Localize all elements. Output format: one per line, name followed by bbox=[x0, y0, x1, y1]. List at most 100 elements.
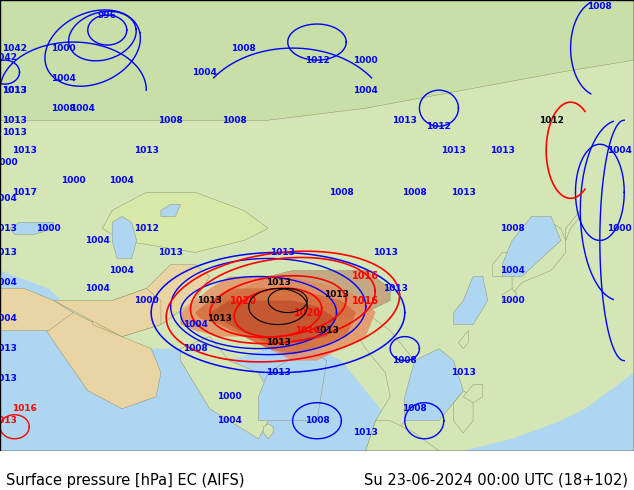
Text: 1012: 1012 bbox=[304, 55, 330, 65]
Text: 1008: 1008 bbox=[304, 416, 330, 425]
Polygon shape bbox=[54, 289, 161, 337]
Text: 1013: 1013 bbox=[353, 428, 378, 437]
Text: 1013: 1013 bbox=[314, 326, 339, 335]
Text: 1008: 1008 bbox=[500, 224, 524, 233]
Text: 1004: 1004 bbox=[183, 320, 207, 329]
Text: 1008: 1008 bbox=[158, 116, 183, 125]
Bar bbox=[0, 0, 634, 451]
Text: 1013: 1013 bbox=[266, 278, 290, 287]
Polygon shape bbox=[366, 421, 439, 469]
Polygon shape bbox=[259, 348, 327, 421]
Text: 1008: 1008 bbox=[222, 116, 247, 125]
Text: 1004: 1004 bbox=[353, 86, 378, 95]
Text: 1004: 1004 bbox=[110, 176, 134, 185]
Text: 1013: 1013 bbox=[451, 368, 476, 377]
Text: 1008: 1008 bbox=[402, 404, 427, 413]
Polygon shape bbox=[112, 217, 136, 258]
Text: 1000: 1000 bbox=[51, 44, 75, 52]
Text: 1013: 1013 bbox=[134, 146, 158, 155]
Text: 1013: 1013 bbox=[0, 374, 17, 383]
Text: 1008: 1008 bbox=[51, 104, 76, 113]
Text: 1017: 1017 bbox=[12, 188, 37, 197]
Text: 1004: 1004 bbox=[85, 284, 110, 293]
Text: 1013: 1013 bbox=[0, 224, 17, 233]
Text: 1008: 1008 bbox=[392, 356, 417, 365]
Polygon shape bbox=[161, 204, 181, 217]
Text: 1013: 1013 bbox=[266, 338, 290, 347]
Polygon shape bbox=[103, 193, 268, 252]
Text: 1004: 1004 bbox=[70, 104, 95, 113]
Text: 1012: 1012 bbox=[539, 116, 564, 125]
Text: 1013: 1013 bbox=[2, 128, 27, 137]
Text: 1013: 1013 bbox=[0, 344, 17, 353]
Polygon shape bbox=[566, 210, 580, 241]
Text: 1013: 1013 bbox=[490, 146, 515, 155]
Text: 1013: 1013 bbox=[392, 116, 417, 125]
Text: 1016: 1016 bbox=[353, 295, 379, 306]
Polygon shape bbox=[0, 289, 73, 331]
Text: 1016: 1016 bbox=[295, 326, 320, 335]
Text: 1013: 1013 bbox=[373, 248, 398, 257]
Text: 1042: 1042 bbox=[2, 44, 27, 52]
Polygon shape bbox=[0, 0, 634, 120]
Text: 1004: 1004 bbox=[85, 236, 110, 245]
Polygon shape bbox=[93, 265, 210, 337]
Text: 1008: 1008 bbox=[231, 44, 256, 52]
Text: 1016: 1016 bbox=[353, 271, 379, 281]
Text: 1000: 1000 bbox=[134, 296, 158, 305]
Text: 1012: 1012 bbox=[134, 224, 158, 233]
Polygon shape bbox=[512, 222, 566, 294]
Text: 1013: 1013 bbox=[2, 86, 27, 95]
Polygon shape bbox=[10, 222, 54, 234]
Text: 1000: 1000 bbox=[217, 392, 242, 401]
Text: 1013: 1013 bbox=[271, 248, 295, 257]
Text: 1013: 1013 bbox=[382, 284, 408, 293]
Text: 1004: 1004 bbox=[192, 68, 217, 76]
Polygon shape bbox=[502, 289, 517, 300]
Polygon shape bbox=[404, 348, 463, 421]
Text: 1013: 1013 bbox=[12, 146, 37, 155]
Text: 1013: 1013 bbox=[158, 248, 183, 257]
Text: 1004: 1004 bbox=[500, 266, 524, 275]
Text: 1013: 1013 bbox=[324, 290, 349, 299]
Text: 1004: 1004 bbox=[607, 146, 632, 155]
Text: 1013: 1013 bbox=[197, 296, 222, 305]
Text: 1020: 1020 bbox=[230, 295, 257, 306]
Text: 1013: 1013 bbox=[0, 416, 17, 425]
Text: 1012: 1012 bbox=[427, 122, 451, 131]
Text: 1013: 1013 bbox=[207, 314, 232, 323]
Text: 1004: 1004 bbox=[110, 266, 134, 275]
Text: 1013: 1013 bbox=[2, 86, 27, 95]
Text: 1013: 1013 bbox=[441, 146, 466, 155]
Polygon shape bbox=[463, 385, 483, 403]
Polygon shape bbox=[458, 331, 468, 348]
Text: 1004: 1004 bbox=[0, 194, 17, 203]
Text: 1000: 1000 bbox=[607, 224, 631, 233]
Polygon shape bbox=[341, 313, 415, 451]
Polygon shape bbox=[181, 276, 375, 361]
Text: 1008: 1008 bbox=[183, 344, 207, 353]
Text: 996: 996 bbox=[98, 10, 117, 20]
Polygon shape bbox=[502, 217, 561, 276]
Text: 1013: 1013 bbox=[266, 368, 290, 377]
Polygon shape bbox=[219, 270, 390, 324]
Text: 1000: 1000 bbox=[0, 158, 17, 167]
Text: 1000: 1000 bbox=[500, 296, 524, 305]
Text: 1004: 1004 bbox=[0, 314, 17, 323]
Text: 1013: 1013 bbox=[2, 116, 27, 125]
Polygon shape bbox=[263, 424, 273, 439]
Text: 1042: 1042 bbox=[0, 52, 17, 62]
Text: Su 23-06-2024 00:00 UTC (18+102): Su 23-06-2024 00:00 UTC (18+102) bbox=[364, 472, 628, 488]
Polygon shape bbox=[453, 391, 473, 433]
Text: 1004: 1004 bbox=[0, 278, 17, 287]
Polygon shape bbox=[195, 289, 356, 355]
Text: 1000: 1000 bbox=[354, 55, 378, 65]
Text: 1000: 1000 bbox=[37, 224, 61, 233]
Text: 1013: 1013 bbox=[0, 248, 17, 257]
Text: Surface pressure [hPa] EC (AIFS): Surface pressure [hPa] EC (AIFS) bbox=[6, 472, 245, 488]
Polygon shape bbox=[181, 337, 268, 439]
Text: 1020: 1020 bbox=[294, 308, 321, 318]
Polygon shape bbox=[453, 276, 488, 324]
Text: 1008: 1008 bbox=[588, 1, 612, 10]
Text: 1013: 1013 bbox=[451, 188, 476, 197]
